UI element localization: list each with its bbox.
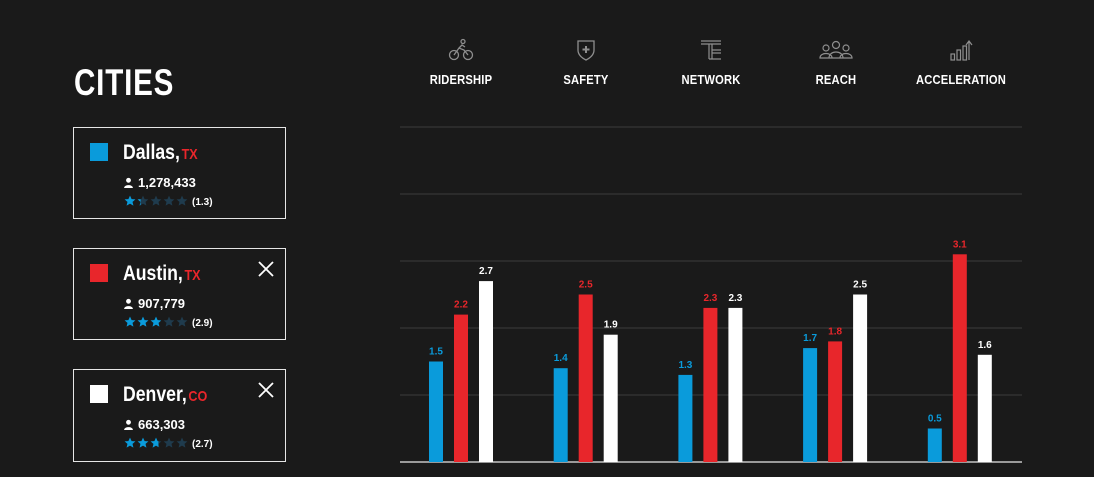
metric-reach[interactable]: REACH bbox=[776, 38, 896, 87]
city-name: Denver bbox=[123, 383, 182, 406]
rating-value: (1.3) bbox=[192, 197, 213, 208]
person-icon bbox=[124, 177, 133, 188]
bar-denver-acceleration[interactable] bbox=[977, 354, 992, 462]
data-label: 2.3 bbox=[728, 293, 742, 304]
person-icon bbox=[124, 419, 133, 430]
data-label: 1.6 bbox=[978, 340, 992, 351]
star-rating: (2.7) bbox=[124, 437, 213, 452]
shield-plus-icon bbox=[577, 40, 595, 61]
close-icon[interactable] bbox=[257, 381, 275, 399]
data-label: 2.3 bbox=[703, 293, 717, 304]
data-label: 3.1 bbox=[953, 239, 967, 250]
metric-label: RIDERSHIP bbox=[429, 72, 493, 87]
data-label: 2.5 bbox=[579, 280, 593, 291]
metric-ridership[interactable]: RIDERSHIP bbox=[401, 38, 521, 87]
population-row: 1,278,433 bbox=[123, 175, 196, 190]
bar-austin-safety[interactable] bbox=[578, 294, 593, 463]
data-label: 1.5 bbox=[429, 347, 443, 358]
city-state: CO bbox=[188, 388, 208, 405]
star-icon bbox=[150, 195, 162, 206]
bar-dallas-ridership[interactable] bbox=[429, 361, 443, 463]
city-card-denver[interactable]: Denver, CO 663,303 (2.7) bbox=[73, 369, 286, 462]
data-label: 1.8 bbox=[828, 326, 842, 337]
metric-acceleration[interactable]: ACCELERATION bbox=[901, 38, 1021, 87]
population-row: 663,303 bbox=[123, 417, 185, 432]
data-label: 1.4 bbox=[554, 353, 568, 364]
bar-dallas-safety[interactable] bbox=[553, 368, 568, 462]
city-state: TX bbox=[181, 146, 198, 163]
city-state: TX bbox=[184, 267, 201, 284]
data-label: 2.2 bbox=[454, 300, 468, 311]
bar-denver-reach[interactable] bbox=[853, 294, 868, 463]
city-card-dallas[interactable]: Dallas, TX 1,278,433 (1.3) bbox=[73, 127, 286, 219]
bar-austin-network[interactable] bbox=[703, 307, 718, 462]
population-value: 663,303 bbox=[138, 417, 185, 432]
metric-label: REACH bbox=[815, 72, 857, 87]
star-icon bbox=[163, 195, 175, 206]
population-value: 1,278,433 bbox=[138, 175, 196, 190]
city-name: Austin bbox=[123, 262, 178, 285]
bar-austin-ridership[interactable] bbox=[454, 314, 468, 462]
bar-denver-safety[interactable] bbox=[603, 334, 618, 462]
star-rating: (1.3) bbox=[124, 195, 213, 210]
bar-dallas-reach[interactable] bbox=[803, 348, 818, 462]
star-icon bbox=[176, 316, 188, 327]
person-icon bbox=[124, 298, 133, 309]
rating-value: (2.9) bbox=[192, 318, 213, 329]
star-icon bbox=[150, 437, 162, 448]
color-swatch bbox=[90, 143, 108, 161]
cyclist-icon bbox=[448, 38, 474, 61]
bar-denver-ridership[interactable] bbox=[479, 281, 493, 462]
star-rating: (2.9) bbox=[124, 316, 213, 331]
star-icon bbox=[176, 437, 188, 448]
star-icon bbox=[137, 437, 149, 448]
city-card-austin[interactable]: Austin, TX 907,779 (2.9) bbox=[73, 248, 286, 340]
metric-network[interactable]: NETWORK bbox=[651, 38, 771, 87]
star-icon bbox=[137, 195, 149, 206]
star-icon bbox=[124, 195, 136, 206]
data-label: 1.7 bbox=[803, 333, 817, 344]
bar-denver-network[interactable] bbox=[728, 307, 743, 462]
data-label: 0.5 bbox=[928, 414, 942, 425]
network-icon bbox=[701, 40, 721, 60]
data-label: 1.3 bbox=[678, 360, 692, 371]
metric-safety[interactable]: SAFETY bbox=[526, 38, 646, 87]
star-icon bbox=[124, 316, 136, 327]
star-icon bbox=[176, 195, 188, 206]
city-name-row: Denver, CO bbox=[123, 383, 208, 406]
city-name-row: Austin, TX bbox=[123, 262, 201, 285]
page-title: CITIES bbox=[74, 62, 175, 103]
bar-austin-acceleration[interactable] bbox=[952, 254, 967, 462]
color-swatch bbox=[90, 264, 108, 282]
star-icon bbox=[124, 437, 136, 448]
city-name: Dallas bbox=[123, 141, 175, 164]
data-label: 2.5 bbox=[853, 280, 867, 291]
metric-label: ACCELERATION bbox=[915, 72, 1007, 87]
people-group-icon bbox=[819, 40, 853, 59]
metric-label: SAFETY bbox=[563, 72, 609, 87]
population-row: 907,779 bbox=[123, 296, 185, 311]
star-icon bbox=[137, 316, 149, 327]
city-name-row: Dallas, TX bbox=[123, 141, 198, 164]
star-icon bbox=[163, 316, 175, 327]
color-swatch bbox=[90, 385, 108, 403]
bar-austin-reach[interactable] bbox=[828, 341, 843, 462]
star-icon bbox=[150, 316, 162, 327]
bar-dallas-acceleration[interactable] bbox=[927, 428, 942, 463]
data-label: 2.7 bbox=[479, 266, 493, 277]
growth-bars-icon bbox=[950, 40, 973, 61]
close-icon[interactable] bbox=[257, 260, 275, 278]
population-value: 907,779 bbox=[138, 296, 185, 311]
data-label: 1.9 bbox=[604, 320, 618, 331]
bar-dallas-network[interactable] bbox=[678, 374, 693, 462]
rating-value: (2.7) bbox=[192, 439, 213, 450]
metric-label: NETWORK bbox=[681, 72, 741, 87]
star-icon bbox=[163, 437, 175, 448]
